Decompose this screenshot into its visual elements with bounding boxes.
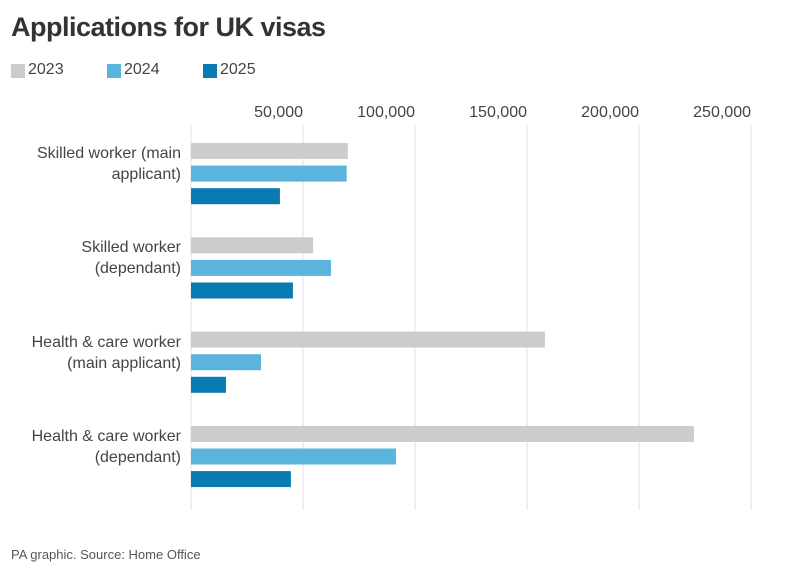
bar bbox=[191, 448, 396, 465]
y-tick-label: Skilled worker (main applicant) bbox=[36, 145, 181, 183]
bar bbox=[191, 331, 545, 348]
bar bbox=[191, 165, 347, 182]
x-tick-label: 100,000 bbox=[357, 104, 415, 121]
y-tick-label: Skilled worker (dependant) bbox=[81, 239, 181, 278]
legend-label: 2025 bbox=[220, 61, 256, 78]
x-tick-label: 250,000 bbox=[693, 104, 751, 121]
y-tick-label: Health & care worker (main applicant) bbox=[31, 333, 181, 372]
bar bbox=[191, 237, 314, 254]
x-tick-label: 150,000 bbox=[469, 104, 527, 121]
bar bbox=[191, 376, 226, 393]
legend-swatch bbox=[107, 64, 121, 78]
legend-label: 2023 bbox=[28, 61, 64, 78]
source-note: PA graphic. Source: Home Office bbox=[11, 547, 201, 562]
legend-label: 2024 bbox=[124, 61, 160, 78]
bar bbox=[191, 425, 694, 442]
legend-swatch bbox=[11, 64, 25, 78]
x-tick-label: 200,000 bbox=[581, 104, 639, 121]
bar bbox=[191, 259, 331, 276]
bar bbox=[191, 471, 291, 488]
chart-title: Applications for UK visas bbox=[11, 12, 326, 42]
x-tick-label: 50,000 bbox=[254, 104, 303, 121]
bar bbox=[191, 354, 261, 371]
legend-swatch bbox=[203, 64, 217, 78]
y-tick-label: Health & care worker (dependant) bbox=[31, 427, 181, 466]
bar bbox=[191, 282, 293, 299]
bar bbox=[191, 143, 348, 159]
bar bbox=[191, 188, 280, 205]
